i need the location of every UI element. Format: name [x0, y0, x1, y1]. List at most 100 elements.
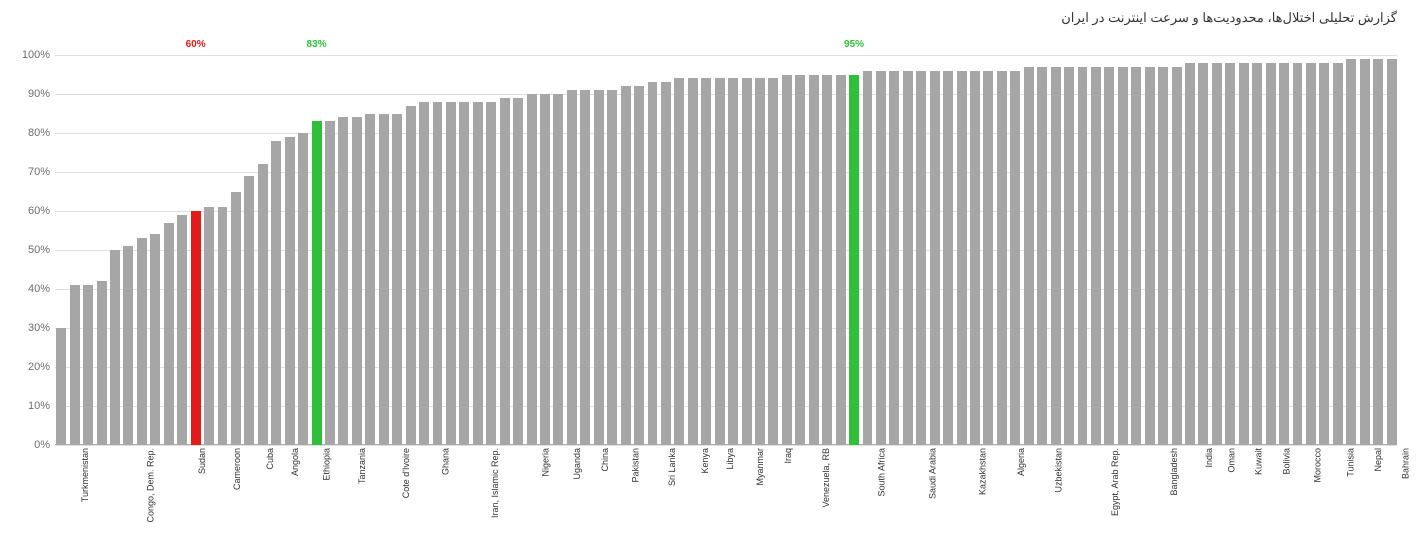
bar	[338, 117, 348, 445]
bar-slot	[767, 55, 779, 445]
bar	[352, 117, 362, 445]
bar-slot	[996, 55, 1008, 445]
x-tick-label: Turkmenistan	[80, 448, 90, 502]
x-label-slot: Myanmar	[738, 448, 776, 458]
bar-slot	[915, 55, 927, 445]
bar-slot	[431, 55, 443, 445]
x-label-slot: Cote d'Ivoire	[378, 448, 428, 458]
y-tick-label: 80%	[10, 127, 50, 139]
bar	[365, 114, 375, 446]
x-tick-label: Bangladesh	[1169, 448, 1179, 496]
bar-slot	[1143, 55, 1155, 445]
bar	[580, 90, 590, 445]
x-tick-label: Nepal	[1372, 448, 1382, 472]
bar-slot	[512, 55, 524, 445]
bar	[527, 94, 537, 445]
x-tick-label: Oman	[1227, 448, 1237, 473]
bar-slot	[163, 55, 175, 445]
bar-slot	[633, 55, 645, 445]
x-tick-label: Bahrain	[1401, 448, 1411, 479]
bar	[1118, 67, 1128, 445]
x-label-slot: Ethiopia	[307, 448, 340, 458]
bar	[903, 71, 913, 445]
x-tick-label: Sri Lanka	[667, 448, 677, 486]
chart-container: 0%10%20%30%40%50%60%70%80%90%100% 60%83%…	[55, 55, 1397, 445]
bar	[553, 94, 563, 445]
bar	[634, 86, 644, 445]
bar	[486, 102, 496, 445]
bar-slot	[82, 55, 94, 445]
bar	[607, 90, 617, 445]
bar	[231, 192, 241, 446]
bar	[594, 90, 604, 445]
y-tick-label: 10%	[10, 400, 50, 412]
bar	[177, 215, 187, 445]
x-tick-label: South Africa	[876, 448, 886, 497]
bar-slot	[713, 55, 725, 445]
x-tick-label: Sudan	[197, 448, 207, 474]
bar-slot	[888, 55, 900, 445]
bar-slot	[1211, 55, 1223, 445]
x-labels-group: TurkmenistanCongo, Dem. Rep.SudanCameroo…	[55, 448, 1397, 458]
x-tick-label: Kuwait	[1253, 448, 1263, 475]
bar-slot	[579, 55, 591, 445]
bar	[1185, 63, 1195, 445]
bar	[70, 285, 80, 445]
bar	[1239, 63, 1249, 445]
bar	[1078, 67, 1088, 445]
bar	[406, 106, 416, 445]
bar-slot	[283, 55, 295, 445]
bar	[1346, 59, 1356, 445]
bar-slot	[660, 55, 672, 445]
bar-slot	[1063, 55, 1075, 445]
bar-slot	[324, 55, 336, 445]
x-label-slot: Kenya	[689, 448, 715, 458]
y-tick-label: 70%	[10, 166, 50, 178]
y-tick-label: 30%	[10, 322, 50, 334]
x-label-slot: Turkmenistan	[55, 448, 109, 458]
bar-slot	[498, 55, 510, 445]
bar	[648, 82, 658, 445]
bar	[285, 137, 295, 445]
bar	[1037, 67, 1047, 445]
x-tick-label: Libya	[725, 448, 735, 470]
bar-slot	[109, 55, 121, 445]
x-label-slot: Oman	[1216, 448, 1241, 458]
bar-slot	[95, 55, 107, 445]
bar-slot	[955, 55, 967, 445]
bar	[836, 75, 846, 446]
bar-slot	[1305, 55, 1317, 445]
bar	[782, 75, 792, 446]
bar	[1373, 59, 1383, 445]
bar	[943, 71, 953, 445]
bar	[325, 121, 335, 445]
x-label-slot: Angola	[278, 448, 306, 458]
bar-slot	[216, 55, 228, 445]
bar	[1024, 67, 1034, 445]
bar-slot	[1197, 55, 1209, 445]
bar	[1333, 63, 1343, 445]
bar	[1266, 63, 1276, 445]
bar	[1225, 63, 1235, 445]
x-label-slot: Tunisia	[1333, 448, 1362, 458]
bar	[661, 82, 671, 445]
bar-slot	[794, 55, 806, 445]
bar	[204, 207, 214, 445]
gridline	[55, 445, 1397, 446]
x-tick-label: Venezuela, RB	[821, 448, 831, 508]
bar	[473, 102, 483, 445]
bar-slot	[552, 55, 564, 445]
x-label-slot: Egypt, Arab Rep.	[1078, 448, 1146, 458]
bar-slot	[875, 55, 887, 445]
bar-slot	[525, 55, 537, 445]
bar	[244, 176, 254, 445]
y-tick-label: 20%	[10, 361, 50, 373]
bar	[997, 71, 1007, 445]
bar	[1212, 63, 1222, 445]
bar	[742, 78, 752, 445]
x-label-slot: Morocco	[1297, 448, 1332, 458]
bar	[1387, 59, 1397, 445]
x-tick-label: Kazakhstan	[977, 448, 987, 495]
bar	[701, 78, 711, 445]
bar	[218, 207, 228, 445]
